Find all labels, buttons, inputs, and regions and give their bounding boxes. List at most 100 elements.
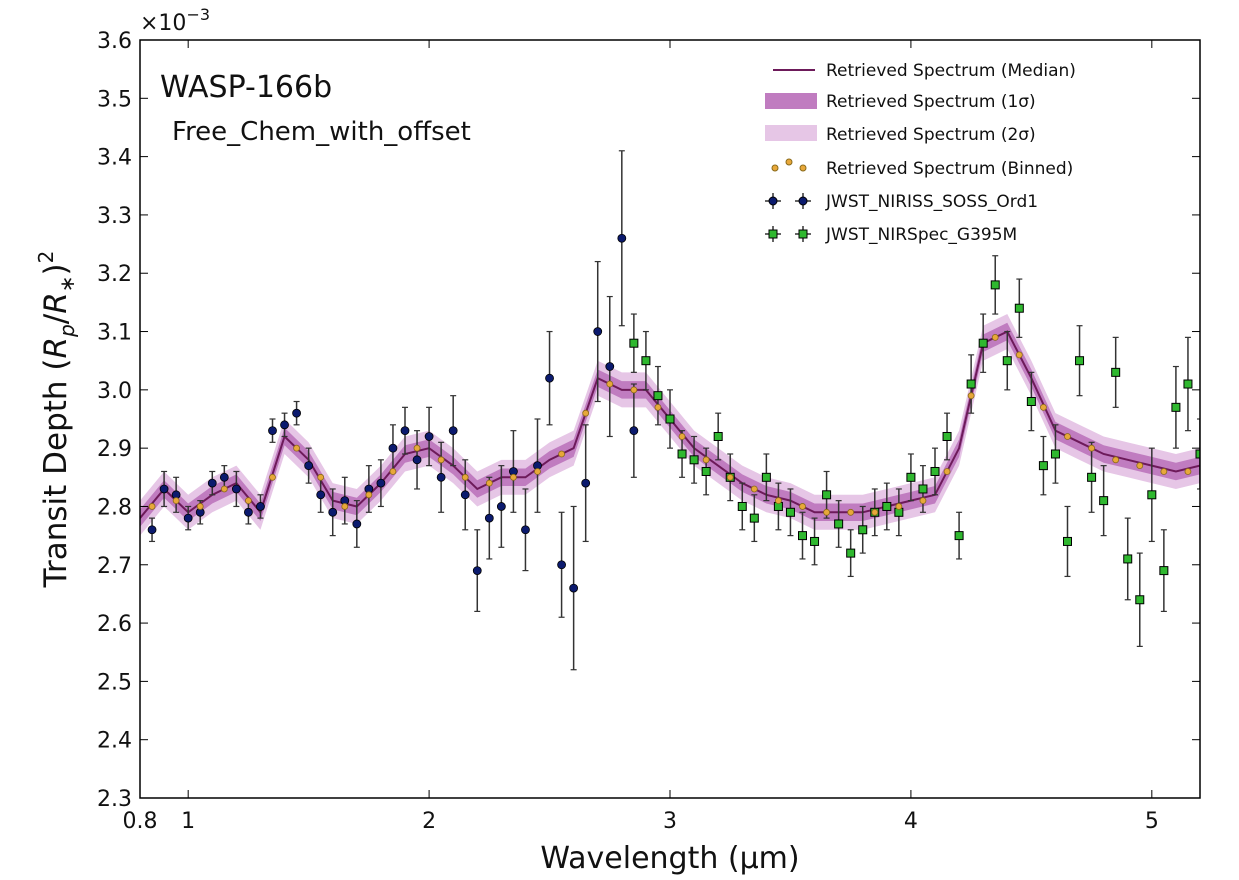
legend-swatch [799,164,807,172]
y-tick-label: 3.2 [97,262,132,287]
binned-point [871,508,879,516]
x-tick-label: 2 [422,809,436,834]
binned-point [799,503,806,510]
data-point [846,548,856,558]
data-point [749,513,759,523]
binned-point [1064,433,1071,440]
data-point [388,443,398,453]
chart-title: WASP-166b [160,70,332,105]
binned-point [606,380,614,388]
data-point [629,338,639,348]
data-point [785,507,795,517]
binned-point [148,503,156,510]
binned-point [1112,456,1120,464]
binned-point [220,485,228,493]
data-point [1183,379,1193,389]
data-point [761,472,771,482]
data-point [810,536,820,546]
binned-point [1136,462,1144,470]
data-point [412,455,422,465]
binned-point [702,456,710,464]
binned-point [1184,468,1192,475]
binned-point [823,508,830,516]
x-tick-label: 5 [1145,809,1159,834]
binned-point [365,491,373,499]
legend-swatch [771,164,779,172]
legend-swatch [765,93,817,109]
legend-swatch [798,229,808,239]
data-point [292,408,301,418]
binned-point [654,403,662,411]
data-point [1099,496,1109,506]
data-point [147,525,157,535]
data-point [665,414,675,424]
x-axis-label: Wavelength (µm) [540,841,799,876]
y-offset-exponent: −3 [186,5,210,24]
data-point [159,484,169,494]
data-point [256,502,265,511]
y-tick-label: 3.1 [97,321,132,346]
y-tick-label: 3.0 [97,379,132,404]
data-point [1087,472,1097,482]
y-tick-label: 3.3 [97,204,132,229]
data-point [496,502,506,511]
binned-point [1160,468,1168,475]
data-point [737,501,747,511]
legend-swatch [785,158,793,166]
binned-point [630,386,638,394]
data-point [207,478,217,488]
data-point [1159,566,1169,576]
data-point [1063,536,1072,546]
data-point [448,426,458,436]
data-point [990,280,1000,290]
data-point [605,362,615,371]
data-point [617,233,627,243]
binned-point [269,473,276,481]
x-tick-label: 4 [904,809,918,834]
data-point [1014,303,1024,313]
data-point [930,466,940,476]
data-point [593,327,603,336]
data-point [1075,356,1085,366]
binned-point [1015,351,1023,359]
data-point [798,531,807,541]
chart-subtitle: Free_Chem_with_offset [172,117,471,147]
data-point [701,466,711,476]
y-tick-label: 2.4 [97,729,132,754]
binned-point [750,485,758,493]
data-point [653,391,663,401]
data-point [858,525,868,535]
data-point [1195,449,1200,459]
legend-label: JWST_NIRISS_SOSS_Ord1 [825,192,1038,212]
data-point [569,583,579,593]
data-point [1038,461,1048,471]
legend-label: JWST_NIRSpec_G395M [825,225,1017,245]
binned-point [991,333,999,341]
x-tick-label: 1 [181,809,195,834]
legend-swatch [765,125,817,141]
data-point [183,513,193,523]
data-point [436,472,446,482]
data-point [918,484,928,494]
data-point [942,431,952,441]
binned-point [510,473,517,481]
data-point [484,513,494,523]
y-offset: ×10−3 [140,5,210,36]
y-axis-label: Transit Depth (Rp/R∗)2 [34,251,79,589]
data-point [460,490,470,500]
data-point [689,455,699,465]
data-point [545,373,554,383]
y-label-part: R [38,337,74,359]
x-tick-label: 3 [663,809,677,834]
legend-swatch [768,229,778,239]
binned-point [413,444,421,452]
y-tick-label: 2.5 [97,670,132,695]
legend-label: Retrieved Spectrum (1σ) [826,92,1036,112]
data-point [641,356,651,366]
y-tick-label: 2.6 [97,612,132,637]
x-tick-label: 0.8 [123,809,158,834]
y-label-part: Transit Depth ( [38,358,74,588]
y-label-part: / [38,313,74,324]
binned-point [726,473,734,481]
